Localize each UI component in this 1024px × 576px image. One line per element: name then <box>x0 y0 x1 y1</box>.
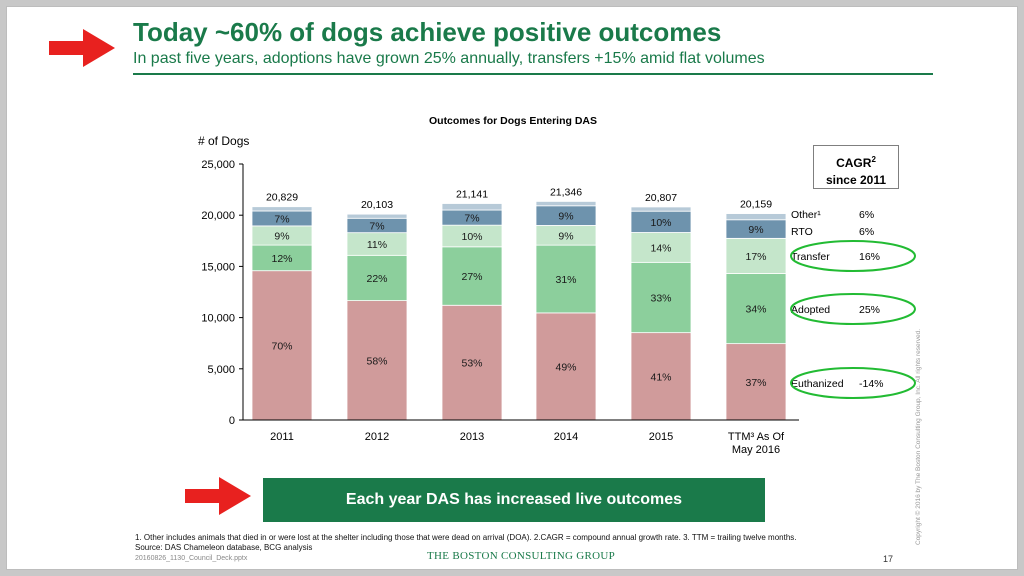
x-tick-label: 2015 <box>649 431 673 443</box>
slide: Today ~60% of dogs achieve positive outc… <box>6 6 1018 570</box>
cagr-value: 25% <box>859 304 880 316</box>
bar-segment <box>346 254 408 302</box>
footnote-source: Source: DAS Chameleon database, BCG anal… <box>135 543 313 552</box>
y-tick-label: 10,000 <box>201 313 235 325</box>
bar-total-label: 20,807 <box>645 192 677 204</box>
x-tick-label: 2013 <box>460 431 484 443</box>
bar-segment <box>630 261 692 334</box>
page-title: Today ~60% of dogs achieve positive outc… <box>133 17 722 47</box>
bar-segment-label: 34% <box>745 304 766 316</box>
footnote-definitions: 1. Other includes animals that died in o… <box>135 533 797 542</box>
bar-total-label: 21,346 <box>550 186 582 198</box>
highlight-circle <box>790 293 916 325</box>
y-tick-label: 5,000 <box>207 364 235 376</box>
title-divider <box>133 73 933 75</box>
bar-segment-label: 49% <box>555 361 576 373</box>
copyright-notice: Copyright © 2016 by The Boston Consultin… <box>915 328 922 545</box>
bar-segment <box>725 273 787 345</box>
bar-segment-label: 9% <box>748 224 763 236</box>
x-tick-label: 2014 <box>554 431 578 443</box>
bar-segment <box>251 244 313 272</box>
cagr-value: -14% <box>859 378 884 390</box>
footnote: 1. Other includes animals that died in o… <box>135 533 797 553</box>
bar-segment-label: 12% <box>271 253 292 265</box>
bar-segment <box>535 244 597 314</box>
bar-segment-label: 11% <box>367 239 387 251</box>
file-name: 20160826_1130_Council_Deck.pptx <box>135 555 248 562</box>
bar-segment-label: 70% <box>271 340 292 352</box>
red-arrow-icon <box>49 29 115 67</box>
cagr-series-label: RTO <box>791 226 813 238</box>
bar-segment-label: 9% <box>558 230 573 242</box>
bar-segment-label: 9% <box>558 211 573 223</box>
y-tick-label: 15,000 <box>201 261 235 273</box>
y-tick-label: 0 <box>229 415 235 427</box>
bar-segment <box>441 246 503 306</box>
cagr-subtitle: since 2011 <box>825 173 887 187</box>
bar-segment-label: 7% <box>369 220 384 232</box>
cagr-header-box: CAGR2 since 2011 <box>813 145 899 189</box>
bar-segment-label: 22% <box>366 273 387 285</box>
bar-segment-label: 17% <box>745 251 766 263</box>
chart-title: Outcomes for Dogs Entering DAS <box>429 115 597 127</box>
red-arrow-icon <box>185 477 251 515</box>
bar-segment-label: 10% <box>461 231 482 243</box>
bar-total-label: 20,159 <box>740 199 772 211</box>
bar-segment-label: 33% <box>650 292 671 304</box>
cagr-series-label: Adopted <box>791 304 830 316</box>
highlight-circle <box>790 367 916 399</box>
y-tick-label: 25,000 <box>201 159 235 171</box>
key-message-banner: Each year DAS has increased live outcome… <box>263 478 765 522</box>
bar-segment-label: 53% <box>461 358 482 370</box>
bar-segment <box>630 206 692 212</box>
bar-segment <box>630 332 692 421</box>
page-subtitle: In past five years, adoptions have grown… <box>133 50 765 67</box>
x-tick-label: 2011 <box>270 431 294 443</box>
bar-segment <box>535 312 597 421</box>
bar-segment-label: 37% <box>745 377 766 389</box>
x-tick-label: May 2016 <box>732 444 780 456</box>
company-logo-text: THE BOSTON CONSULTING GROUP <box>427 550 616 562</box>
bar-segment-label: 27% <box>461 271 482 283</box>
highlight-circle <box>790 240 916 272</box>
y-tick-label: 20,000 <box>201 210 235 222</box>
bar-segment <box>346 213 408 219</box>
cagr-value: 6% <box>859 226 874 238</box>
page-number: 17 <box>883 554 894 564</box>
cagr-title: CAGR2 <box>836 155 876 170</box>
bar-segment-label: 58% <box>366 355 387 367</box>
cagr-series-label: Euthanized <box>791 378 844 390</box>
x-tick-label: 2012 <box>365 431 389 443</box>
bar-total-label: 21,141 <box>456 189 488 201</box>
bar-segment-label: 31% <box>555 274 576 286</box>
x-tick-label: TTM³ As Of <box>728 431 785 443</box>
bar-segment-label: 41% <box>650 371 671 383</box>
y-axis-label: # of Dogs <box>198 134 249 148</box>
bar-segment <box>725 237 787 274</box>
cagr-series-label: Other¹ <box>791 209 821 221</box>
bar-segment <box>251 206 313 212</box>
bar-total-label: 20,103 <box>361 199 393 211</box>
bar-segment-label: 7% <box>464 213 479 225</box>
cagr-value: 6% <box>859 209 874 221</box>
bar-segment <box>535 201 597 207</box>
bar-segment-label: 9% <box>274 231 289 243</box>
bar-segment-label: 10% <box>650 217 671 229</box>
cagr-series-label: Transfer <box>791 251 830 263</box>
bar-segment <box>441 203 503 211</box>
bar-segment <box>441 304 503 421</box>
bar-segment-label: 7% <box>274 213 289 225</box>
cagr-value: 16% <box>859 251 880 263</box>
bar-total-label: 20,829 <box>266 192 298 204</box>
bar-segment-label: 14% <box>650 242 671 254</box>
stacked-bar-chart: Outcomes for Dogs Entering DAS # of Dogs… <box>49 29 916 515</box>
bar-segment <box>725 213 787 221</box>
